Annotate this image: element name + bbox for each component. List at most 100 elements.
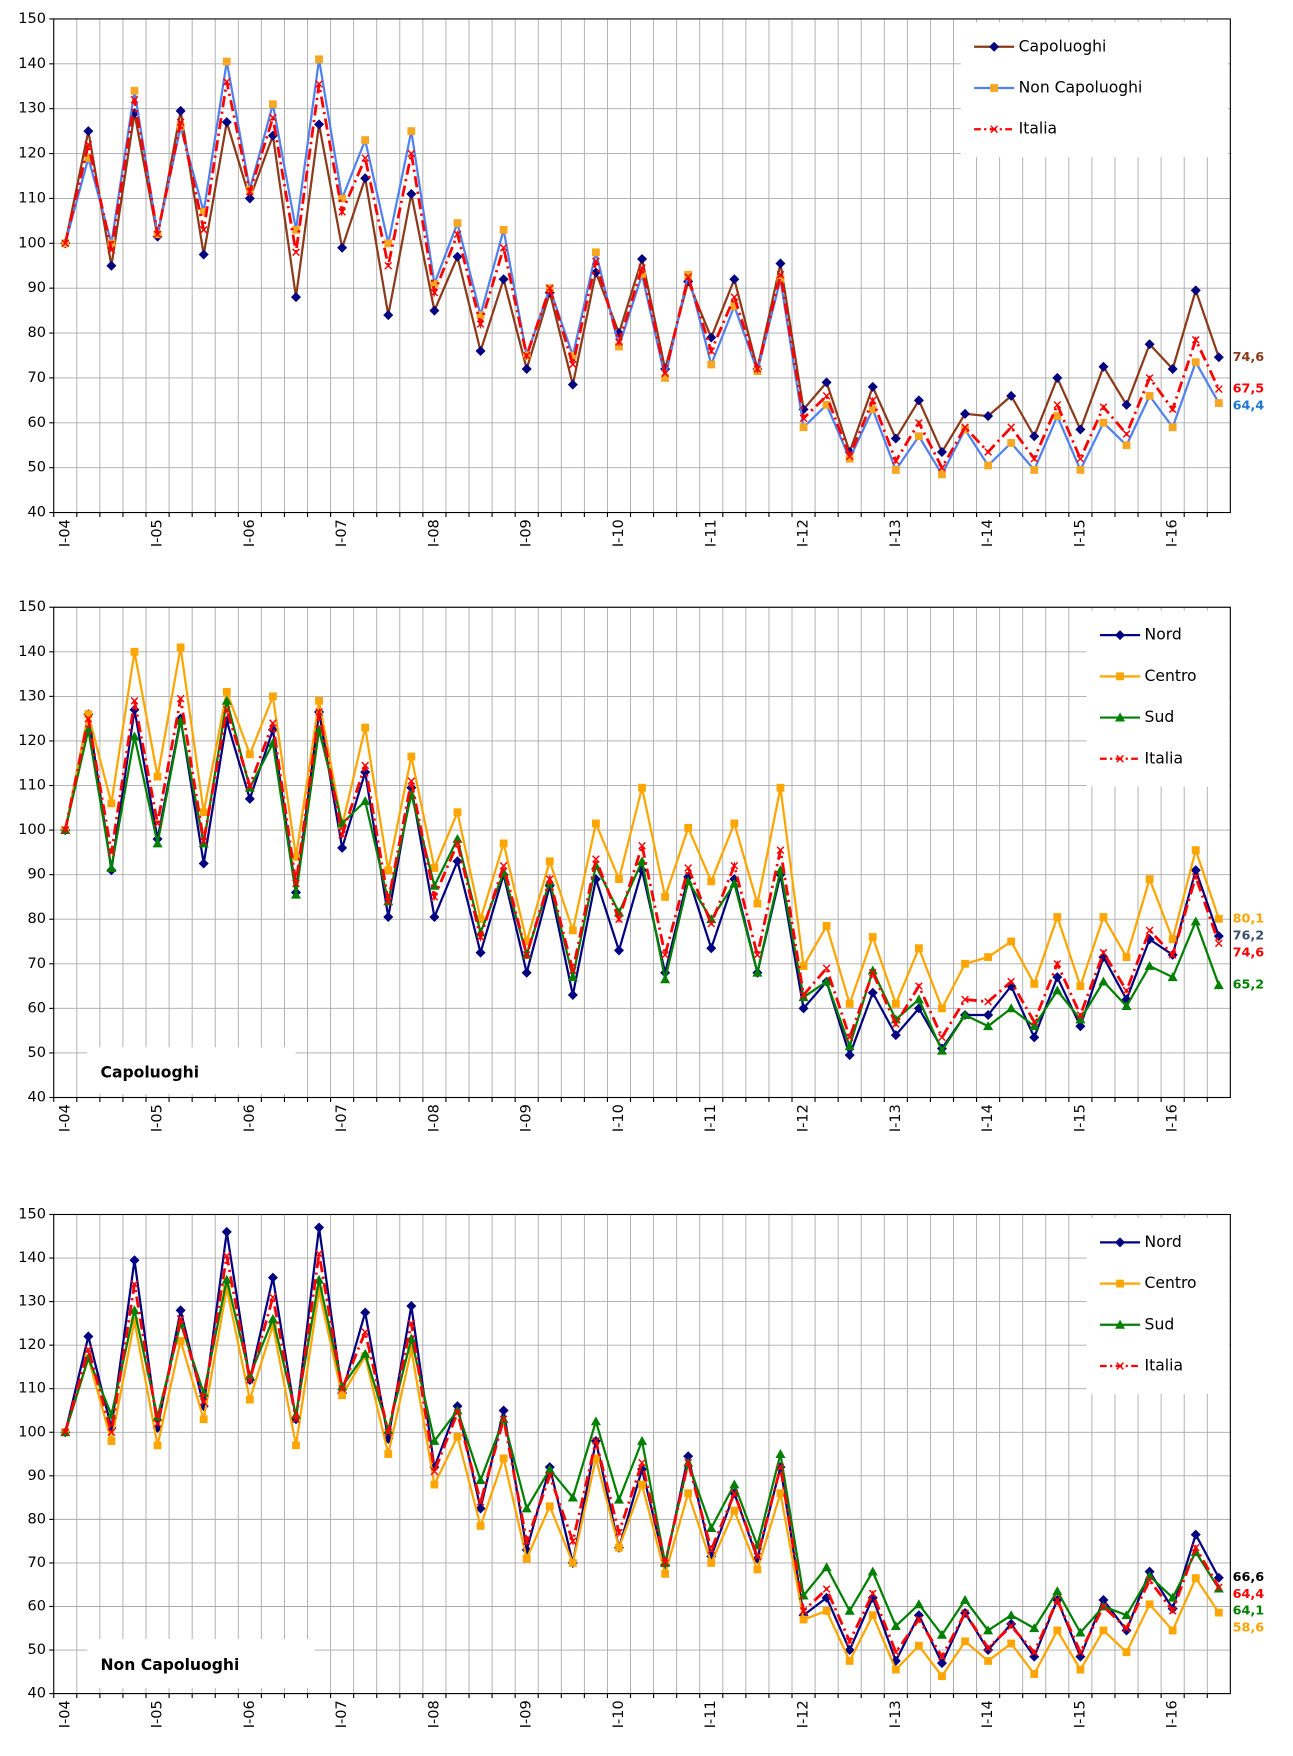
data-point: [753, 365, 762, 373]
data-point: [730, 1506, 739, 1515]
data-point: [129, 731, 140, 741]
plot-frame: [53, 606, 1231, 1099]
data-point: [1098, 1594, 1109, 1605]
y-tick-label: 40: [28, 1090, 46, 1106]
data-point: [775, 1449, 786, 1458]
data-point: [915, 982, 923, 990]
series-line: [63, 1253, 1221, 1660]
data-point: [822, 1585, 831, 1593]
data-point: [1168, 423, 1177, 432]
x-tick-label: I-14: [980, 1104, 996, 1132]
data-point: [1006, 390, 1017, 401]
data-point: [1098, 976, 1109, 986]
y-tick-label: 120: [18, 146, 46, 162]
data-point: [199, 1397, 208, 1406]
data-point: [1145, 1600, 1154, 1609]
data-point: [522, 351, 531, 360]
data-point: [868, 1611, 877, 1620]
data-point: [1052, 1586, 1063, 1596]
data-point: [613, 945, 624, 956]
legend-box: [1086, 610, 1230, 787]
data-point: [567, 1492, 578, 1502]
data-point: [913, 1599, 924, 1609]
data-point: [1053, 412, 1062, 420]
data-point: [592, 257, 600, 266]
data-point: [499, 1454, 508, 1463]
data-point: [753, 1552, 762, 1561]
data-point: [1030, 1017, 1039, 1026]
data-point: [799, 962, 808, 970]
data-point: [867, 381, 878, 392]
data-point: [821, 976, 832, 986]
legend-label: Non Capoluoghi: [1019, 79, 1143, 97]
data-point: [936, 446, 947, 457]
data-point: [729, 1479, 740, 1489]
data-point: [1007, 1639, 1016, 1648]
data-point: [844, 1050, 855, 1061]
y-tick-label: 140: [18, 644, 46, 660]
data-point: [821, 1562, 832, 1572]
data-point: [1030, 1670, 1039, 1678]
data-point: [429, 305, 440, 316]
data-point: [153, 819, 162, 828]
data-point: [1168, 935, 1177, 944]
data-point: [822, 1606, 831, 1615]
data-point: [1167, 972, 1178, 982]
end-value-label: 67,5: [1233, 382, 1265, 397]
y-tick-label: 80: [28, 911, 46, 927]
x-tick-label: I-12: [796, 1104, 812, 1132]
data-point: [1029, 1623, 1040, 1633]
data-point: [1029, 1021, 1040, 1031]
data-point: [1007, 423, 1016, 432]
data-point: [453, 219, 462, 228]
data-point: [707, 1559, 716, 1567]
data-point: [521, 363, 532, 374]
data-point: [891, 1020, 900, 1028]
data-point: [938, 1033, 946, 1042]
data-point: [269, 719, 277, 727]
y-tick-label: 150: [18, 599, 46, 615]
data-point: [615, 338, 623, 346]
x-tick-label: I-16: [1165, 1700, 1181, 1728]
y-tick-label: 60: [28, 415, 46, 431]
data-point: [130, 1280, 139, 1289]
data-point: [337, 1381, 348, 1391]
data-point: [615, 875, 623, 884]
legend-marker: [990, 84, 999, 92]
data-point: [384, 1428, 393, 1437]
data-point: [1076, 454, 1085, 463]
data-point: [661, 951, 669, 959]
data-point: [384, 261, 393, 270]
y-tick-label: 40: [28, 505, 46, 521]
y-tick-label: 70: [28, 1555, 46, 1571]
data-point: [153, 772, 162, 781]
data-point: [292, 1441, 300, 1450]
data-point: [776, 1489, 785, 1498]
data-point: [407, 1319, 416, 1328]
y-tick-label: 110: [18, 1381, 46, 1397]
data-point: [845, 454, 854, 463]
annotation-box: [87, 1047, 296, 1095]
data-point: [338, 208, 346, 216]
data-point: [753, 951, 762, 959]
data-point: [592, 855, 600, 863]
data-point: [61, 1428, 70, 1437]
data-point: [1145, 374, 1154, 382]
data-point: [822, 964, 831, 973]
data-point: [1214, 1608, 1223, 1617]
data-point: [938, 1004, 946, 1013]
end-value-label: 58,6: [1233, 1620, 1265, 1635]
data-point: [1168, 1626, 1177, 1635]
data-point: [84, 140, 93, 149]
data-point: [1075, 424, 1086, 435]
data-point: [776, 846, 785, 854]
data-point: [522, 1537, 531, 1546]
data-point: [545, 1502, 554, 1511]
data-point: [1167, 363, 1178, 374]
y-tick-label: 150: [18, 1206, 46, 1222]
y-tick-label: 40: [28, 1686, 46, 1702]
data-point: [868, 396, 877, 405]
data-point: [83, 1331, 94, 1342]
data-point: [638, 264, 646, 272]
data-point: [315, 80, 323, 88]
